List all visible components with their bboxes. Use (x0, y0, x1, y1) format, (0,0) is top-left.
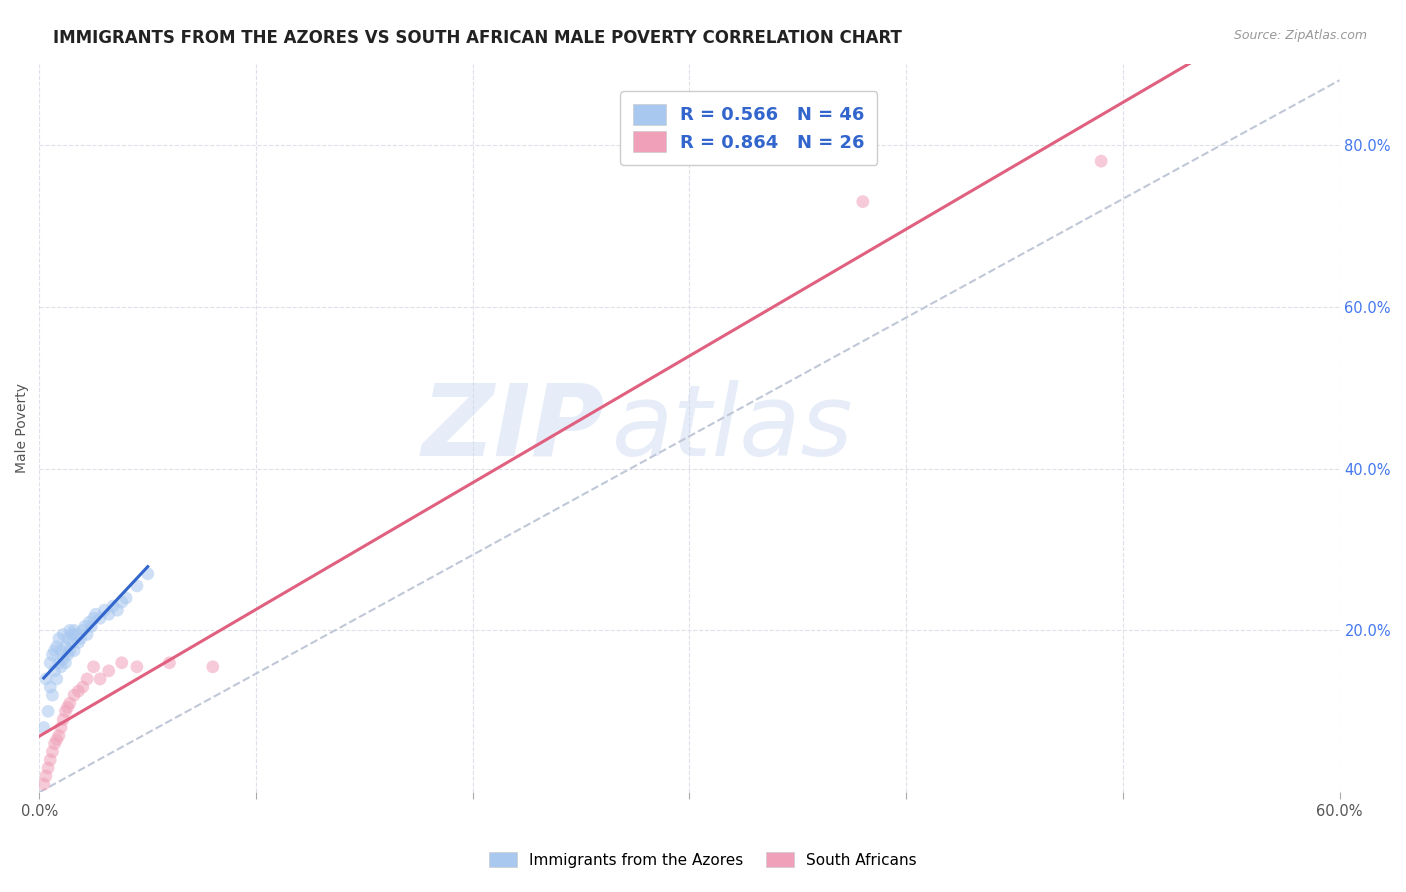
Point (44, 737, 66, 751)
Text: ZIP: ZIP (422, 380, 605, 476)
Point (73, 619, 96, 633)
Y-axis label: Male Poverty: Male Poverty (15, 384, 30, 473)
Point (69, 632, 91, 646)
Point (1090, 154, 1112, 169)
Point (55, 640, 77, 654)
Point (63, 643, 86, 657)
Point (125, 660, 148, 674)
Point (44, 664, 66, 678)
Point (89, 672, 111, 686)
Point (101, 599, 124, 614)
Point (93, 603, 115, 617)
Point (45, 640, 67, 654)
Text: IMMIGRANTS FROM THE AZORES VS SOUTH AFRICAN MALE POVERTY CORRELATION CHART: IMMIGRANTS FROM THE AZORES VS SOUTH AFRI… (53, 29, 903, 46)
Point (39, 656, 62, 670)
Point (48, 729, 70, 743)
Point (107, 603, 129, 617)
Point (111, 656, 134, 670)
Point (84, 607, 107, 622)
Point (159, 656, 181, 670)
Point (37, 761, 59, 775)
Point (55, 656, 77, 670)
Point (52, 651, 75, 665)
Point (49, 643, 72, 657)
Point (41, 648, 63, 662)
Point (39, 680, 62, 694)
Point (80, 619, 103, 633)
Point (136, 566, 159, 581)
Point (56, 632, 79, 646)
Point (65, 627, 87, 641)
Point (125, 579, 148, 593)
Point (97, 607, 120, 622)
Point (76, 627, 98, 641)
Point (60, 627, 83, 641)
Legend: Immigrants from the Azores, South Africans: Immigrants from the Azores, South Africa… (484, 846, 922, 873)
Point (63, 624, 86, 638)
Point (852, 194, 875, 209)
Point (67, 684, 90, 698)
Text: atlas: atlas (612, 380, 853, 476)
Point (35, 672, 58, 686)
Point (52, 627, 75, 641)
Point (45, 732, 67, 747)
Point (72, 680, 94, 694)
Point (39, 753, 62, 767)
Point (76, 672, 98, 686)
Point (41, 688, 63, 702)
Point (41, 745, 63, 759)
Point (60, 635, 83, 649)
Point (49, 660, 72, 674)
Legend: R = 0.566   N = 46, R = 0.864   N = 26: R = 0.566 N = 46, R = 0.864 N = 26 (620, 91, 877, 165)
Point (72, 624, 94, 638)
Point (63, 688, 86, 702)
Point (83, 660, 105, 674)
Point (49, 721, 72, 735)
Point (59, 696, 82, 710)
Point (37, 704, 59, 718)
Point (59, 643, 82, 657)
Point (111, 595, 134, 609)
Point (83, 611, 105, 625)
Point (59, 624, 82, 638)
Point (89, 611, 111, 625)
Point (48, 632, 70, 646)
Point (32, 777, 55, 791)
Point (97, 664, 120, 678)
Point (48, 656, 70, 670)
Point (56, 700, 79, 714)
Point (55, 704, 77, 718)
Point (67, 635, 90, 649)
Point (45, 672, 67, 686)
Point (201, 660, 224, 674)
Point (32, 721, 55, 735)
Point (44, 643, 66, 657)
Point (56, 648, 79, 662)
Point (35, 769, 58, 783)
Text: Source: ZipAtlas.com: Source: ZipAtlas.com (1233, 29, 1367, 42)
Point (77, 615, 100, 630)
Point (52, 713, 75, 727)
Point (115, 591, 138, 605)
